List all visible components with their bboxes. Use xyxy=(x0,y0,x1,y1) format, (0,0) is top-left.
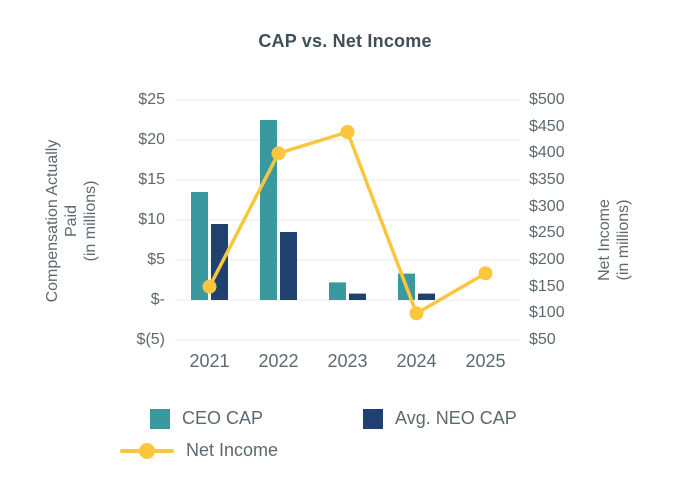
net-income-marker-2024 xyxy=(409,306,424,321)
legend-row-1: CEO CAP Avg. NEO CAP xyxy=(120,408,600,429)
left-axis-tick-label: $20 xyxy=(138,131,165,148)
legend-label-avg-neo-cap: Avg. NEO CAP xyxy=(395,408,517,428)
legend-row-2: Net Income xyxy=(120,440,600,461)
ceo-cap-swatch-icon xyxy=(150,408,170,429)
net-income-line xyxy=(207,130,487,316)
legend-label-ceo-cap: CEO CAP xyxy=(182,408,264,428)
legend-item-net-income: Net Income xyxy=(120,440,278,461)
bar-ceo-cap-2022 xyxy=(260,120,277,300)
left-axis-tick-label: $5 xyxy=(147,251,165,268)
right-axis-title-line1: Net Income xyxy=(595,199,613,281)
bar-avg-neo-cap-2022 xyxy=(280,232,297,300)
right-axis-tick-label: $300 xyxy=(529,197,565,215)
legend-label-net-income: Net Income xyxy=(186,440,279,460)
x-axis-label-2023: 2023 xyxy=(327,351,368,371)
bar-avg-neo-cap-2023 xyxy=(349,293,366,300)
x-axis-label-2024: 2024 xyxy=(396,351,437,371)
right-axis-tick-label: $100 xyxy=(529,304,565,322)
legend: CEO CAP Avg. NEO CAP Net Income xyxy=(120,408,600,472)
right-axis-title: Net Income (in millions) xyxy=(595,145,633,335)
legend-item-ceo-cap: CEO CAP xyxy=(150,408,263,429)
left-axis-tick-label: $(5) xyxy=(136,331,165,348)
left-axis-tick-label: $10 xyxy=(138,211,165,228)
left-axis-tick-label: $25 xyxy=(138,91,165,108)
legend-item-avg-neo-cap: Avg. NEO CAP xyxy=(363,408,517,429)
right-axis-tick-label: $400 xyxy=(529,144,565,162)
right-axis-tick-label: $250 xyxy=(529,224,565,242)
x-axis-labels: 2021 2022 2023 2024 2025 xyxy=(175,351,520,372)
x-axis-label-2022: 2022 xyxy=(258,351,299,371)
neo-cap-swatch-icon xyxy=(363,408,384,429)
x-axis-label-2021: 2021 xyxy=(189,351,230,371)
left-axis-ticks: $25 $20 $15 $10 $5 $- $(5) xyxy=(93,91,165,348)
bar-avg-neo-cap-2021 xyxy=(211,224,228,300)
chart-title: CAP vs. Net Income xyxy=(258,31,432,51)
right-axis-tick-label: $350 xyxy=(529,171,565,188)
right-axis-tick-label: $50 xyxy=(529,331,556,348)
right-axis-title-line2: (in millions) xyxy=(615,199,632,281)
net-income-marker-2021 xyxy=(202,279,217,294)
left-axis-tick-label: $15 xyxy=(138,171,165,188)
left-axis-title-line1: Compensation Actually xyxy=(44,139,62,303)
right-axis-tick-label: $500 xyxy=(529,91,565,108)
plot-area xyxy=(175,99,520,341)
right-axis-tick-label: $200 xyxy=(529,251,565,268)
bar-avg-neo-cap-2024 xyxy=(418,293,435,300)
left-axis-tick-label: $- xyxy=(150,291,165,308)
plot-area-svg xyxy=(175,99,520,341)
bar-ceo-cap-2023 xyxy=(329,282,346,300)
net-income-marker-2022 xyxy=(271,146,286,161)
net-income-marker-2023 xyxy=(340,125,355,139)
bar-ceo-cap-2021 xyxy=(191,192,208,300)
left-axis-title-line2: Paid xyxy=(63,204,81,238)
net-income-marker-dot-icon xyxy=(139,442,155,459)
net-income-marker-2025 xyxy=(478,266,493,281)
right-axis-ticks: $500 $450 $400 $350 $300 $250 $200 $150 $100 $50 xyxy=(529,91,593,348)
net-income-line-marker-icon xyxy=(120,442,174,459)
right-axis-tick-label: $450 xyxy=(529,117,565,135)
right-axis-tick-label: $150 xyxy=(529,277,565,295)
x-axis-label-2025: 2025 xyxy=(465,351,506,371)
